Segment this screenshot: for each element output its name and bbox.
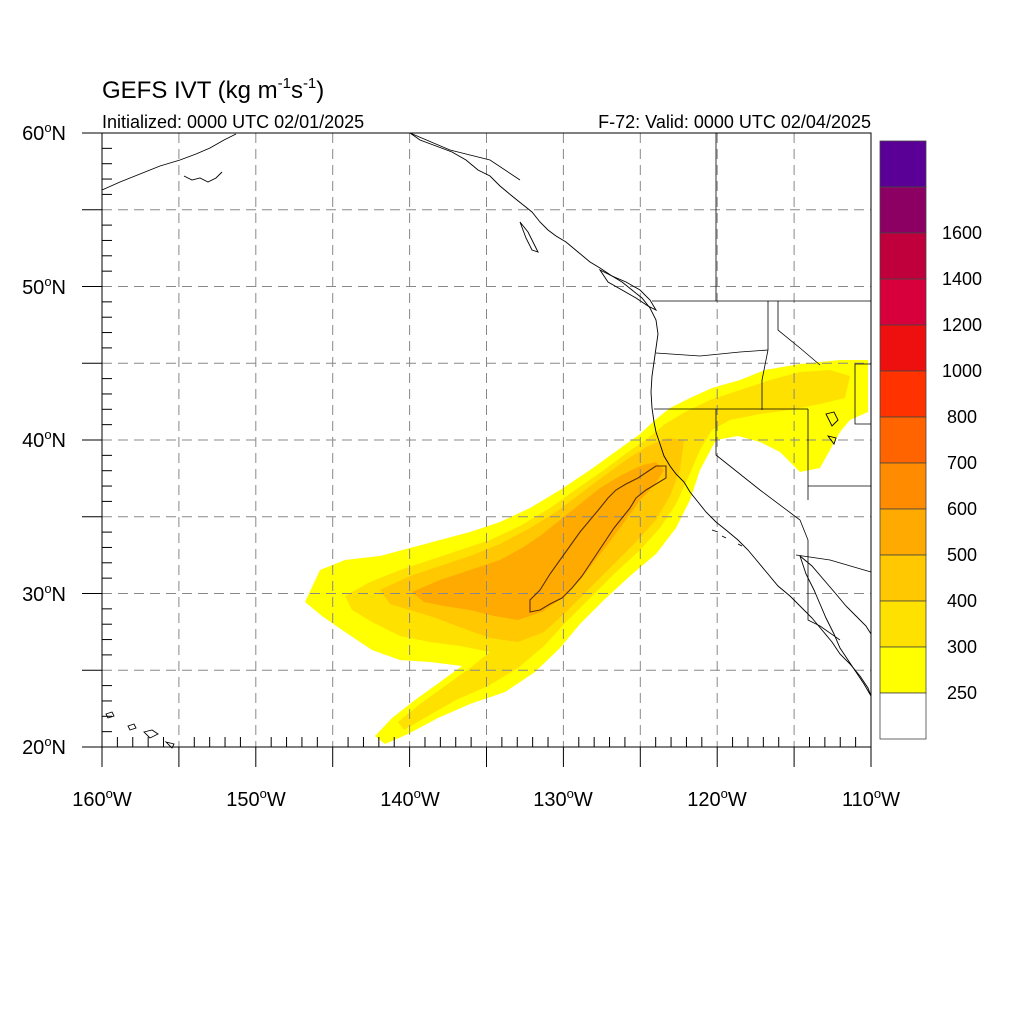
colorbar-label: 600: [947, 499, 977, 519]
colorbar-swatch: [879, 554, 927, 602]
colorbar-label: 400: [947, 591, 977, 611]
gulf-of-california-coast: [799, 555, 872, 635]
ivt-shaded-field: [305, 360, 868, 744]
colorbar-label: 500: [947, 545, 977, 565]
colorbar-label: 1600: [942, 223, 982, 243]
map-panel: [82, 132, 872, 767]
lon-label-150w: 150oW: [226, 786, 286, 811]
valid-time-label: F-72: Valid: 0000 UTC 02/04/2025: [598, 112, 871, 132]
initialized-label: Initialized: 0000 UTC 02/01/2025: [102, 112, 364, 132]
arizona-border: [807, 540, 841, 641]
channel-islands: [711, 529, 743, 547]
alaska-bc-border: [409, 132, 521, 181]
longitude-axis-labels: 160oW 150oW 140oW 130oW 120oW 110oW: [72, 786, 900, 811]
graticule: [102, 133, 871, 747]
lat-label-40: 40oN: [22, 427, 66, 452]
colorbar-label: 300: [947, 637, 977, 657]
colorbar-swatch: [879, 232, 927, 280]
colorbar-swatch: [879, 692, 927, 740]
colorbar: 250 300 400 500 600 700 800 1000 1200 1400 1600: [879, 140, 982, 740]
lat-label-50: 50oN: [22, 274, 66, 299]
washington-oregon-border: [655, 349, 769, 357]
hawaii-island-3: [143, 729, 159, 739]
coastlines: [101, 132, 872, 749]
lon-label-140w: 140oW: [380, 786, 440, 811]
vancouver-island: [598, 268, 658, 312]
us-mexico-border: [795, 554, 872, 573]
hawaii-island-4: [164, 741, 175, 749]
colorbar-swatch: [879, 508, 927, 556]
colorbar-label: 1200: [942, 315, 982, 335]
alaska-coast: [101, 133, 237, 191]
hawaii-island-2: [127, 723, 137, 731]
wyoming-box: [854, 363, 871, 425]
colorbar-label: 800: [947, 407, 977, 427]
colorbar-swatch: [879, 324, 927, 372]
colorbar-label: 250: [947, 683, 977, 703]
political-borders: [409, 132, 872, 641]
colorbar-label: 1000: [942, 361, 982, 381]
alaska-islands: [183, 171, 223, 183]
colorbar-swatch: [879, 140, 927, 188]
colorbar-swatch: [879, 186, 927, 234]
colorbar-swatch: [879, 416, 927, 464]
lon-label-110w: 110oW: [842, 786, 900, 811]
colorbar-swatch: [879, 600, 927, 648]
ivt-500-contour: [529, 465, 667, 613]
map-title: GEFS IVT (kg m-1s-1): [102, 75, 324, 104]
latitude-axis-labels: 60oN 50oN 40oN 30oN 20oN: [22, 120, 66, 759]
ivt-contour-line: [529, 465, 667, 613]
lat-label-30: 30oN: [22, 581, 66, 606]
north-america-coastline: [409, 132, 872, 697]
ivt-level-500-area: [412, 462, 664, 620]
lat-label-20: 20oN: [22, 734, 66, 759]
colorbar-swatch: [879, 278, 927, 326]
great-salt-lake: [825, 411, 839, 445]
queen-charlotte-islands: [519, 221, 539, 253]
colorbar-label: 1400: [942, 269, 982, 289]
colorbar-swatch: [879, 646, 927, 694]
idaho-montana-border: [777, 301, 821, 366]
colorbar-swatch: [879, 462, 927, 510]
baja-peninsula-coast: [799, 555, 872, 697]
california-nevada-border: [715, 409, 809, 541]
lon-label-120w: 120oW: [687, 786, 747, 811]
idaho-west-border: [761, 301, 769, 410]
frame-tick-marks: [82, 132, 872, 767]
colorbar-swatch: [879, 370, 927, 418]
lon-label-160w: 160oW: [72, 786, 132, 811]
lon-label-130w: 130oW: [533, 786, 593, 811]
colorbar-label: 700: [947, 453, 977, 473]
lat-label-60: 60oN: [22, 120, 66, 145]
